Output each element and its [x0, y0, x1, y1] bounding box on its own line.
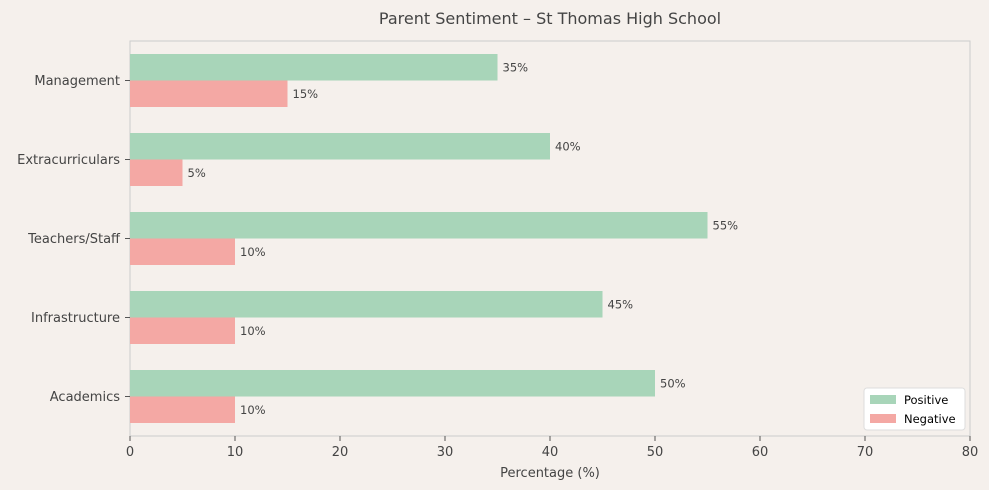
x-tick-label: 60	[752, 445, 769, 460]
bar-positive	[130, 133, 550, 160]
data-label-positive: 45%	[608, 297, 634, 311]
legend-swatch	[870, 395, 896, 404]
x-tick-label: 0	[126, 445, 134, 460]
x-tick-label: 10	[227, 445, 244, 460]
y-axis: Management Extracurriculars Teachers/Staff…	[17, 74, 130, 405]
data-label-negative: 10%	[240, 245, 266, 259]
bar-negative	[130, 159, 183, 186]
legend-swatch	[870, 414, 896, 423]
data-label-positive: 40%	[555, 139, 581, 153]
data-labels: 35% 15% 40% 5% 55% 10% 45% 10% 50% 10%	[188, 60, 739, 417]
y-tick-label: Infrastructure	[31, 311, 120, 326]
bar-negative	[130, 80, 288, 107]
data-label-negative: 10%	[240, 324, 266, 338]
data-label-negative: 15%	[293, 87, 319, 101]
bars	[130, 54, 708, 423]
x-axis-title: Percentage (%)	[500, 466, 600, 481]
x-tick-label: 20	[332, 445, 349, 460]
data-label-positive: 55%	[713, 218, 739, 232]
bar-negative	[130, 317, 235, 344]
bar-positive	[130, 370, 655, 397]
bar-positive	[130, 54, 498, 81]
data-label-positive: 50%	[660, 376, 686, 390]
x-tick-label: 70	[857, 445, 874, 460]
data-label-negative: 5%	[188, 166, 206, 180]
y-tick-label: Extracurriculars	[17, 153, 120, 168]
legend: Positive Negative	[863, 387, 966, 431]
y-tick-label: Teachers/Staff	[27, 232, 121, 247]
legend-label: Negative	[904, 412, 956, 426]
data-label-negative: 10%	[240, 403, 266, 417]
x-axis: 0 10 20 30 40 50 60 70 80	[126, 436, 978, 460]
x-tick-label: 40	[542, 445, 559, 460]
y-tick-label: Academics	[50, 390, 120, 405]
data-label-positive: 35%	[503, 60, 529, 74]
y-tick-label: Management	[34, 74, 120, 89]
bar-negative	[130, 396, 235, 423]
bar-positive	[130, 291, 603, 318]
bar-positive	[130, 212, 708, 239]
bar-negative	[130, 238, 235, 265]
x-tick-label: 50	[647, 445, 664, 460]
legend-label: Positive	[904, 393, 948, 407]
x-tick-label: 30	[437, 445, 454, 460]
chart-title: Parent Sentiment – St Thomas High School	[379, 9, 721, 28]
x-tick-label: 80	[962, 445, 979, 460]
